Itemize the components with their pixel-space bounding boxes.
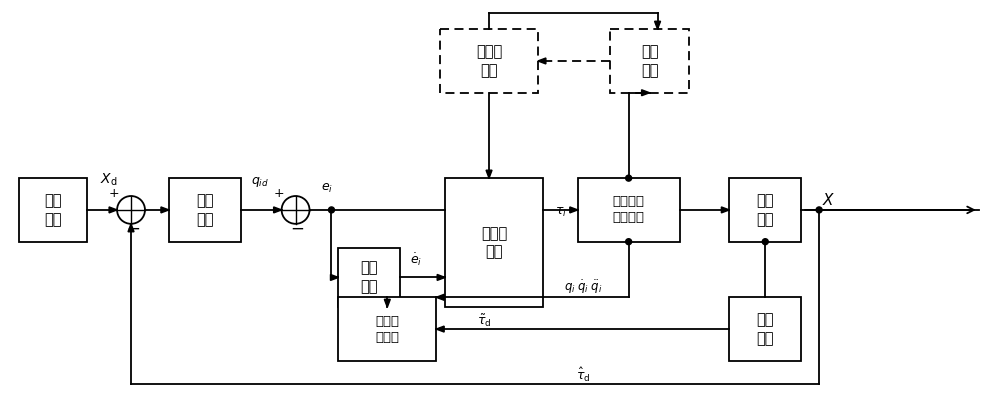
Circle shape xyxy=(762,239,768,245)
Bar xyxy=(729,178,801,242)
Polygon shape xyxy=(436,326,444,332)
Bar xyxy=(610,29,689,93)
Text: 滑模控
制器: 滑模控 制器 xyxy=(481,226,507,259)
Text: $q_i\;\dot{q}_i\;\ddot{q}_i$: $q_i\;\dot{q}_i\;\ddot{q}_i$ xyxy=(564,279,602,296)
Bar xyxy=(729,297,801,361)
Text: $\dot{e}_i$: $\dot{e}_i$ xyxy=(410,251,422,268)
Bar xyxy=(440,29,538,93)
Bar xyxy=(338,297,436,361)
Polygon shape xyxy=(437,274,445,280)
Text: −: − xyxy=(126,220,140,238)
Bar xyxy=(19,178,87,242)
Polygon shape xyxy=(384,299,390,307)
Text: 力传
感器: 力传 感器 xyxy=(757,312,774,346)
Text: $\tilde{\tau}_{\mathrm{d}}$: $\tilde{\tau}_{\mathrm{d}}$ xyxy=(477,313,491,329)
Polygon shape xyxy=(161,207,169,213)
Circle shape xyxy=(626,239,632,245)
Polygon shape xyxy=(128,224,134,232)
Polygon shape xyxy=(721,207,729,213)
Circle shape xyxy=(328,207,334,213)
Polygon shape xyxy=(486,170,492,178)
Polygon shape xyxy=(642,90,650,96)
Text: $\tau_i$: $\tau_i$ xyxy=(555,206,567,219)
Text: +: + xyxy=(109,187,119,200)
Text: 手术机器
人机械臂: 手术机器 人机械臂 xyxy=(613,195,645,225)
Text: $X_{\mathrm{d}}$: $X_{\mathrm{d}}$ xyxy=(100,172,118,188)
Polygon shape xyxy=(330,274,338,280)
Text: +: + xyxy=(273,187,284,200)
Bar xyxy=(578,178,680,242)
Text: $\hat{\tau}_{\mathrm{d}}$: $\hat{\tau}_{\mathrm{d}}$ xyxy=(576,366,590,384)
Bar xyxy=(338,248,400,307)
Polygon shape xyxy=(538,58,546,64)
Text: $X$: $X$ xyxy=(822,192,836,208)
Circle shape xyxy=(626,175,632,181)
Text: 位置
指令: 位置 指令 xyxy=(44,193,62,227)
Text: 一阶
微分: 一阶 微分 xyxy=(361,261,378,294)
Polygon shape xyxy=(109,207,117,213)
Bar xyxy=(445,178,543,307)
Polygon shape xyxy=(274,207,282,213)
Text: 逆运
动学: 逆运 动学 xyxy=(196,193,214,227)
Text: $q_{id}$: $q_{id}$ xyxy=(251,175,269,189)
Text: 非线性
观测器: 非线性 观测器 xyxy=(375,314,399,344)
Text: 正运
动学: 正运 动学 xyxy=(757,193,774,227)
Polygon shape xyxy=(570,207,578,213)
Text: $e_i$: $e_i$ xyxy=(321,181,334,194)
Polygon shape xyxy=(436,294,444,300)
Polygon shape xyxy=(655,21,661,29)
Text: 自适
应律: 自适 应律 xyxy=(641,44,658,78)
Bar xyxy=(169,178,241,242)
Text: 模糊控
制器: 模糊控 制器 xyxy=(476,44,502,78)
Text: −: − xyxy=(291,220,305,238)
Circle shape xyxy=(816,207,822,213)
